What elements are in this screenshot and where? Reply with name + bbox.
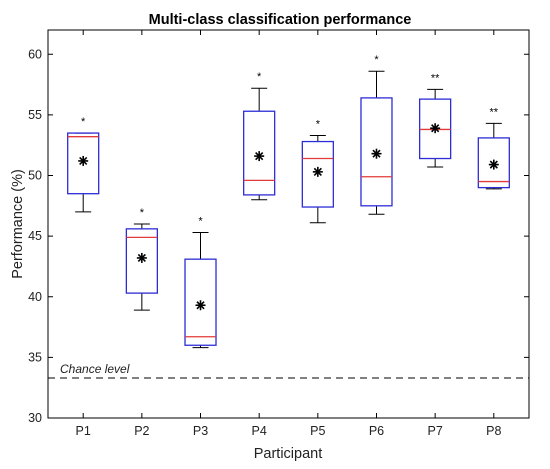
mean-marker-stroke (372, 149, 381, 158)
boxplot-p5: * (301, 118, 334, 224)
boxplot-p8: ** (477, 106, 510, 190)
y-tick-label: 45 (28, 229, 42, 243)
x-tick-label: P8 (486, 424, 501, 438)
iqr-box (184, 258, 217, 346)
boxplot-p7: ** (418, 72, 452, 168)
y-tick-label: 60 (28, 47, 42, 61)
chart-title: Multi-class classification performance (149, 12, 412, 28)
iqr-box (477, 137, 510, 189)
mean-marker-stroke (196, 301, 205, 310)
y-tick-label: 35 (28, 350, 42, 364)
chance-level-line-group: Chance level (48, 362, 529, 379)
mean-marker (430, 123, 441, 134)
x-tick-label: P4 (252, 424, 267, 438)
iqr-box (301, 140, 334, 208)
significance-label: * (198, 215, 203, 227)
significance-label: ** (490, 106, 499, 118)
mean-marker (78, 155, 89, 166)
significance-label: * (316, 118, 321, 130)
iqr-box (67, 132, 100, 195)
x-axis: P1 P2 P3 P4 P5 P6 P7 P8 (76, 30, 501, 438)
mean-marker (488, 159, 499, 170)
iqr-box (125, 228, 159, 294)
significance-label: ** (431, 72, 440, 84)
mean-marker-stroke (489, 160, 498, 169)
y-tick-label: 40 (28, 290, 42, 304)
x-tick-label: P7 (427, 424, 442, 438)
iqr-box (243, 110, 276, 196)
x-tick-label: P3 (193, 424, 208, 438)
mean-marker-stroke (313, 167, 322, 176)
y-tick-label: 50 (28, 169, 42, 183)
mean-marker (371, 148, 382, 159)
iqr-box (360, 97, 393, 207)
plot-area (47, 29, 530, 419)
significance-label: * (257, 71, 262, 83)
boxplot-p6: * (360, 54, 393, 215)
x-tick-label: P6 (369, 424, 384, 438)
mean-marker-stroke (255, 151, 264, 161)
boxplot-p2: * (125, 207, 159, 311)
mean-marker (195, 300, 206, 311)
x-axis-label: Participant (254, 446, 323, 462)
boxplot-p3: * (184, 215, 217, 349)
significance-label: * (81, 116, 86, 128)
chance-level-label: Chance level (60, 362, 130, 376)
mean-marker-stroke (137, 253, 146, 263)
mean-marker (136, 252, 147, 263)
y-axis-label: Performance (%) (10, 169, 26, 279)
mean-marker-stroke (431, 124, 440, 133)
boxplot-p4: * (243, 71, 276, 201)
significance-label: * (374, 54, 379, 66)
y-tick-label: 30 (28, 411, 42, 425)
y-tick-label: 55 (28, 108, 42, 122)
boxplot-p1: * (67, 116, 100, 213)
boxplots: ********** (67, 54, 510, 349)
x-tick-label: P5 (310, 424, 325, 438)
y-axis: 30 35 40 45 50 55 60 (28, 47, 529, 425)
mean-marker-stroke (79, 156, 88, 166)
x-tick-label: P2 (134, 424, 149, 438)
mean-marker (254, 151, 265, 162)
significance-label: * (140, 207, 145, 219)
mean-marker (312, 166, 323, 177)
x-tick-label: P1 (76, 424, 91, 438)
